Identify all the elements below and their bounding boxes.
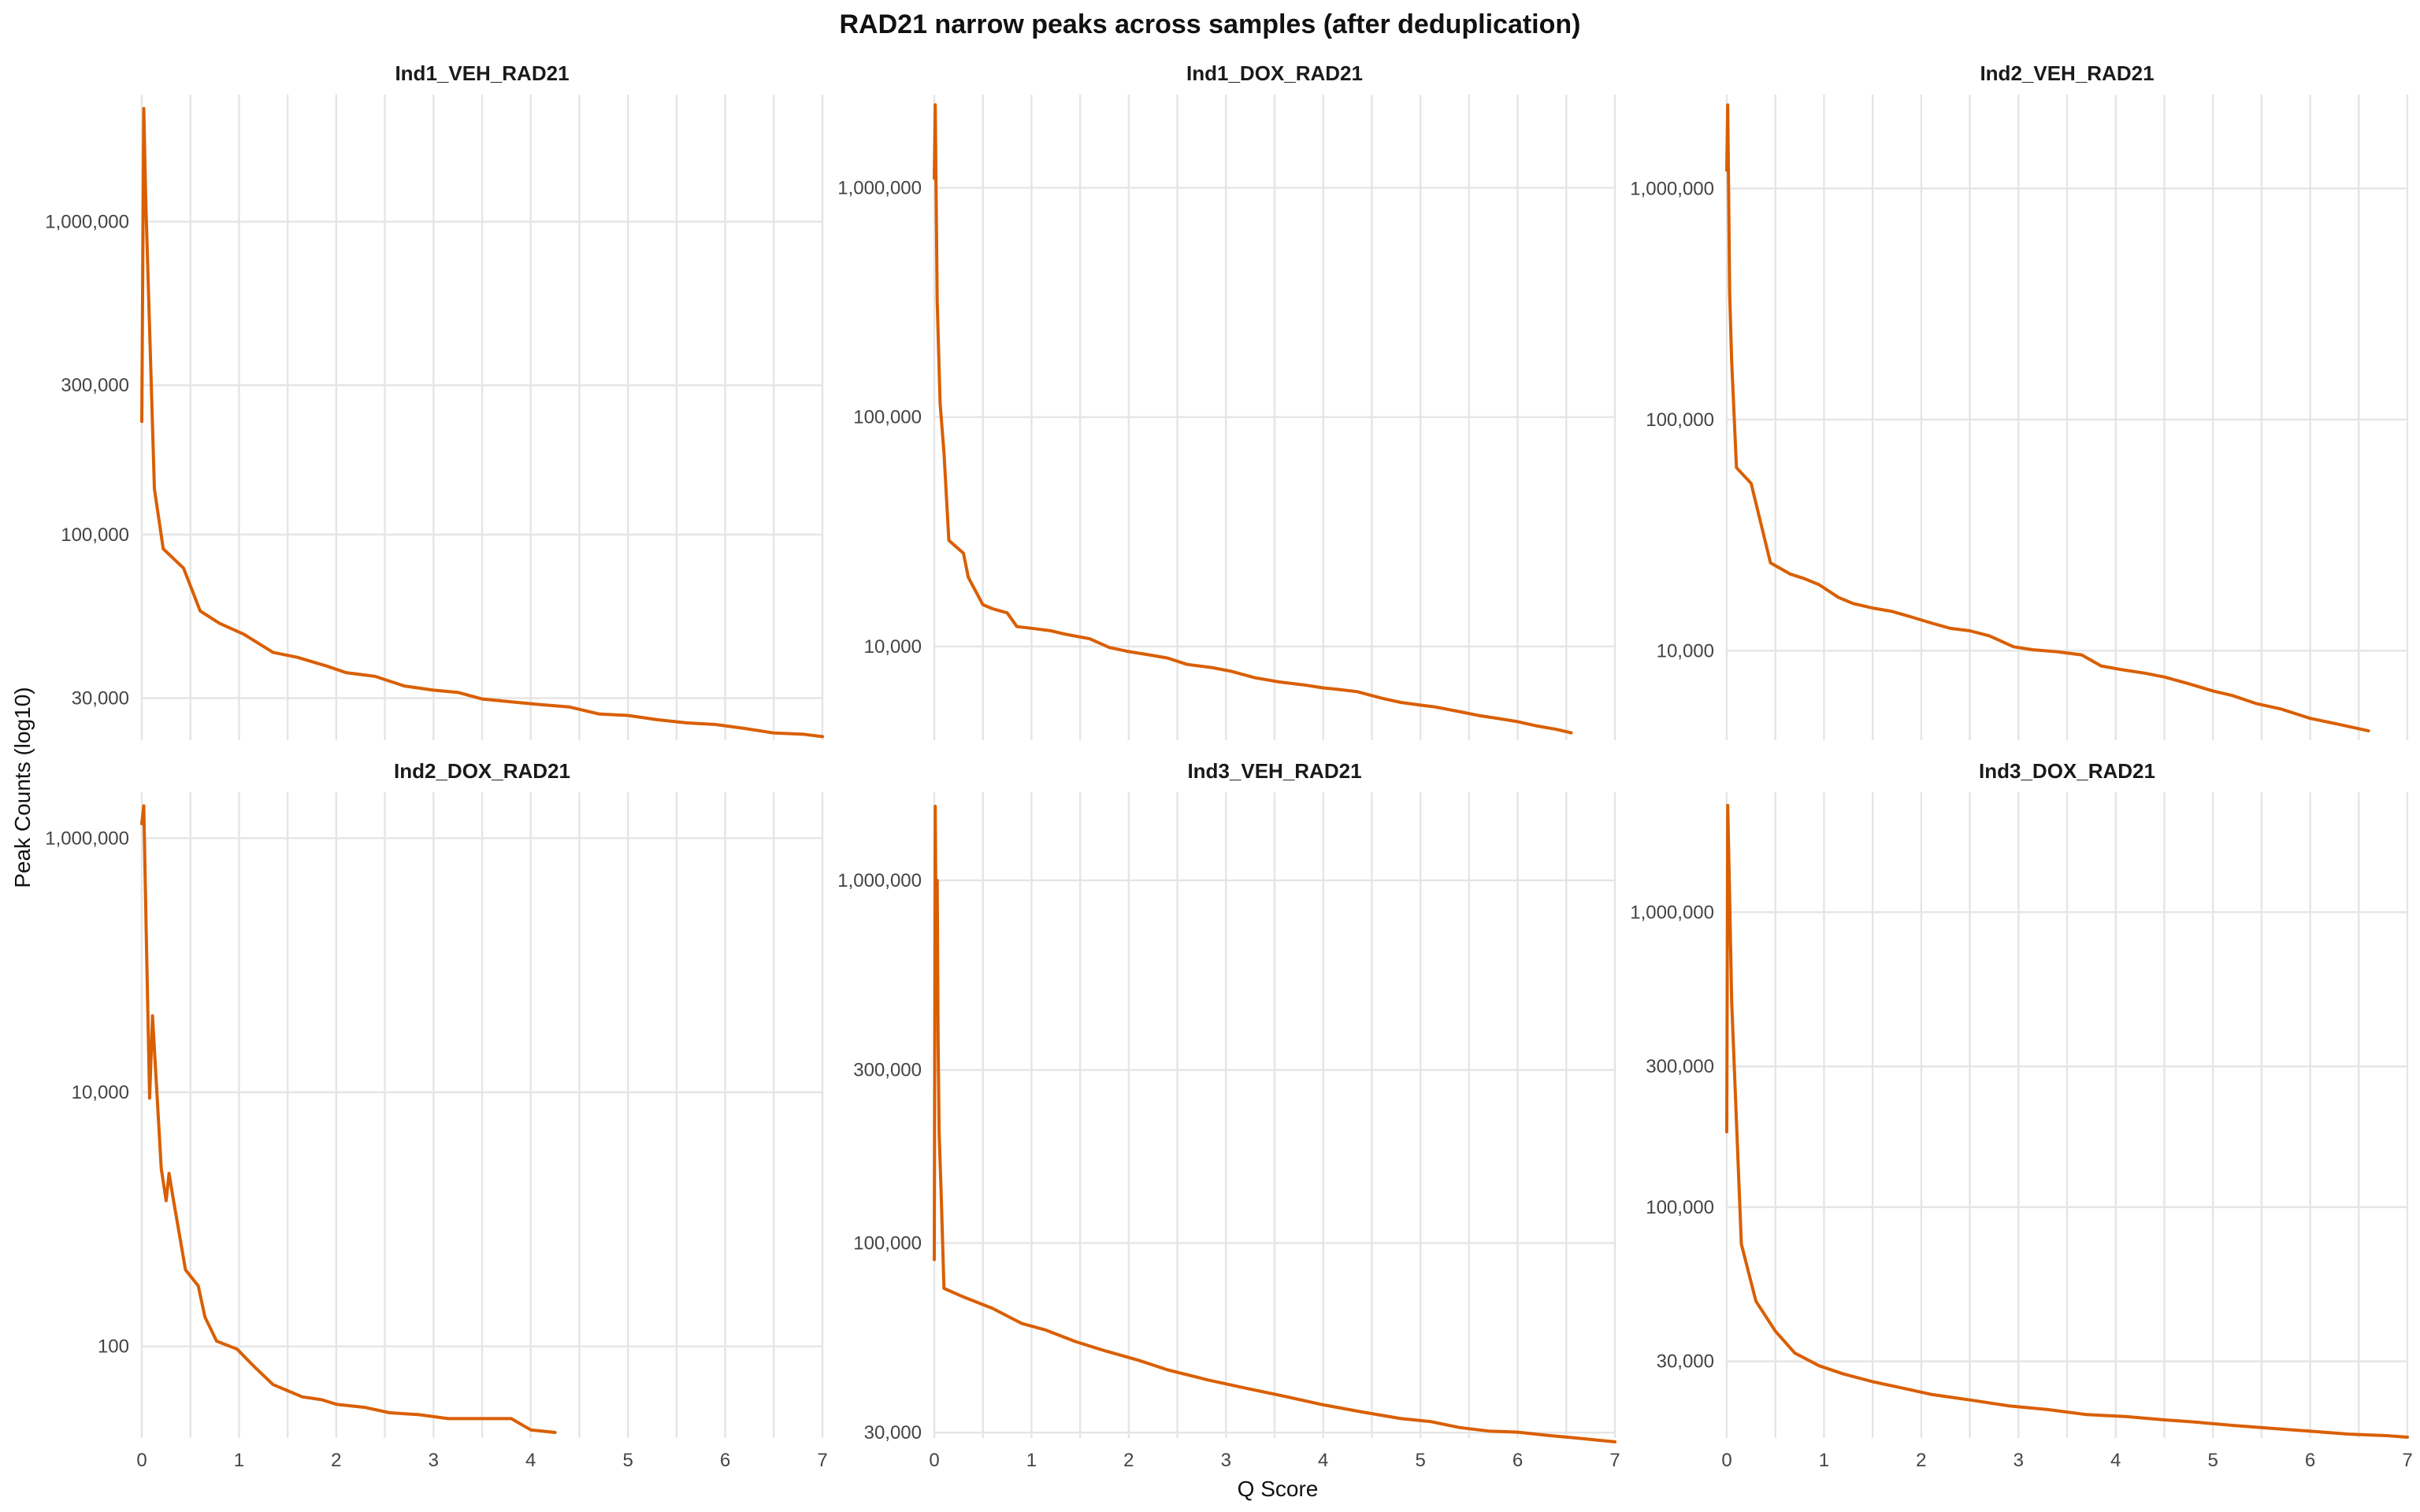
y-tick-label: 1,000,000	[837, 870, 922, 891]
series-line	[933, 804, 1616, 1443]
series-line	[1725, 803, 2409, 1439]
x-tick-label: 7	[2402, 1450, 2412, 1471]
x-tick-label: 5	[1415, 1450, 1425, 1471]
panel-strip-label: Ind2_DOX_RAD21	[394, 759, 570, 783]
facet-panels: Ind1_VEH_RAD21 30,000 100,000 300,000 1,000,…	[45, 61, 2412, 1471]
panel-strip-label: Ind1_DOX_RAD21	[1186, 61, 1363, 85]
y-tick-label: 1,000,000	[45, 212, 129, 233]
y-tick-label: 1,000,000	[837, 177, 922, 198]
x-tick-label: 6	[1512, 1450, 1523, 1471]
chart-title: RAD21 narrow peaks across samples (after…	[840, 9, 1581, 39]
panel: Ind1_VEH_RAD21 30,000 100,000 300,000 1,000,…	[45, 61, 824, 740]
y-tick-label: 10,000	[72, 1082, 129, 1103]
panel: Ind2_DOX_RAD21 100 10,000 1,000,000 0 1 2 3 4 5 6 7	[45, 759, 827, 1471]
x-tick-label: 1	[234, 1450, 244, 1471]
x-axis-title: Q Score	[1238, 1477, 1319, 1501]
y-tick-label: 1,000,000	[1630, 902, 1714, 923]
x-tick-label: 4	[525, 1450, 536, 1471]
y-tick-label: 300,000	[1646, 1056, 1714, 1077]
y-tick-label: 100,000	[853, 407, 922, 428]
x-tick-label: 2	[1916, 1450, 1926, 1471]
x-tick-label: 7	[1609, 1450, 1620, 1471]
x-tick-label: 2	[331, 1450, 341, 1471]
y-tick-label: 100,000	[61, 524, 129, 546]
x-tick-label: 0	[929, 1450, 939, 1471]
x-tick-label: 4	[1318, 1450, 1328, 1471]
panel: Ind1_DOX_RAD21 10,000 100,000 1,000,000	[837, 61, 1616, 740]
panel-strip-label: Ind3_DOX_RAD21	[1979, 759, 2155, 783]
x-tick-label: 5	[622, 1450, 633, 1471]
y-tick-label: 300,000	[853, 1060, 922, 1081]
x-tick-label: 4	[2110, 1450, 2121, 1471]
y-tick-label: 30,000	[72, 687, 129, 709]
x-tick-label: 1	[1026, 1450, 1037, 1471]
panel: Ind3_DOX_RAD21 30,000 100,000 300,000 1,000,…	[1630, 759, 2412, 1471]
y-tick-label: 30,000	[864, 1422, 922, 1443]
x-tick-label: 7	[817, 1450, 827, 1471]
x-tick-label: 6	[2305, 1450, 2315, 1471]
x-tick-label: 5	[2207, 1450, 2218, 1471]
y-axis-title: Peak Counts (log10)	[10, 687, 35, 888]
y-tick-label: 100,000	[1646, 410, 1714, 431]
x-tick-label: 1	[1819, 1450, 1829, 1471]
x-tick-label: 3	[1221, 1450, 1231, 1471]
y-tick-label: 1,000,000	[1630, 178, 1714, 199]
y-tick-label: 300,000	[61, 375, 129, 396]
series-line	[1725, 103, 2370, 733]
y-tick-label: 30,000	[1657, 1351, 1714, 1373]
y-tick-label: 1,000,000	[45, 828, 129, 849]
panel-strip-label: Ind1_VEH_RAD21	[395, 61, 569, 85]
panel-strip-label: Ind3_VEH_RAD21	[1187, 759, 1361, 783]
x-tick-label: 0	[136, 1450, 147, 1471]
panel: Ind3_VEH_RAD21 30,000 100,000 300,000 1,000,…	[837, 759, 1620, 1471]
y-tick-label: 10,000	[864, 636, 922, 658]
panel: Ind2_VEH_RAD21 10,000 100,000 1,000,000	[1630, 61, 2409, 740]
x-tick-label: 3	[2014, 1450, 2024, 1471]
series-line	[140, 804, 557, 1434]
series-line	[140, 106, 824, 739]
x-tick-label: 0	[1721, 1450, 1731, 1471]
x-tick-label: 6	[720, 1450, 730, 1471]
y-tick-label: 100	[98, 1336, 129, 1358]
x-tick-label: 2	[1123, 1450, 1134, 1471]
x-tick-label: 3	[429, 1450, 439, 1471]
series-line	[933, 103, 1573, 735]
y-tick-label: 10,000	[1657, 640, 1714, 662]
panel-strip-label: Ind2_VEH_RAD21	[1980, 61, 2154, 85]
y-tick-label: 100,000	[853, 1232, 922, 1254]
y-tick-label: 100,000	[1646, 1197, 1714, 1218]
